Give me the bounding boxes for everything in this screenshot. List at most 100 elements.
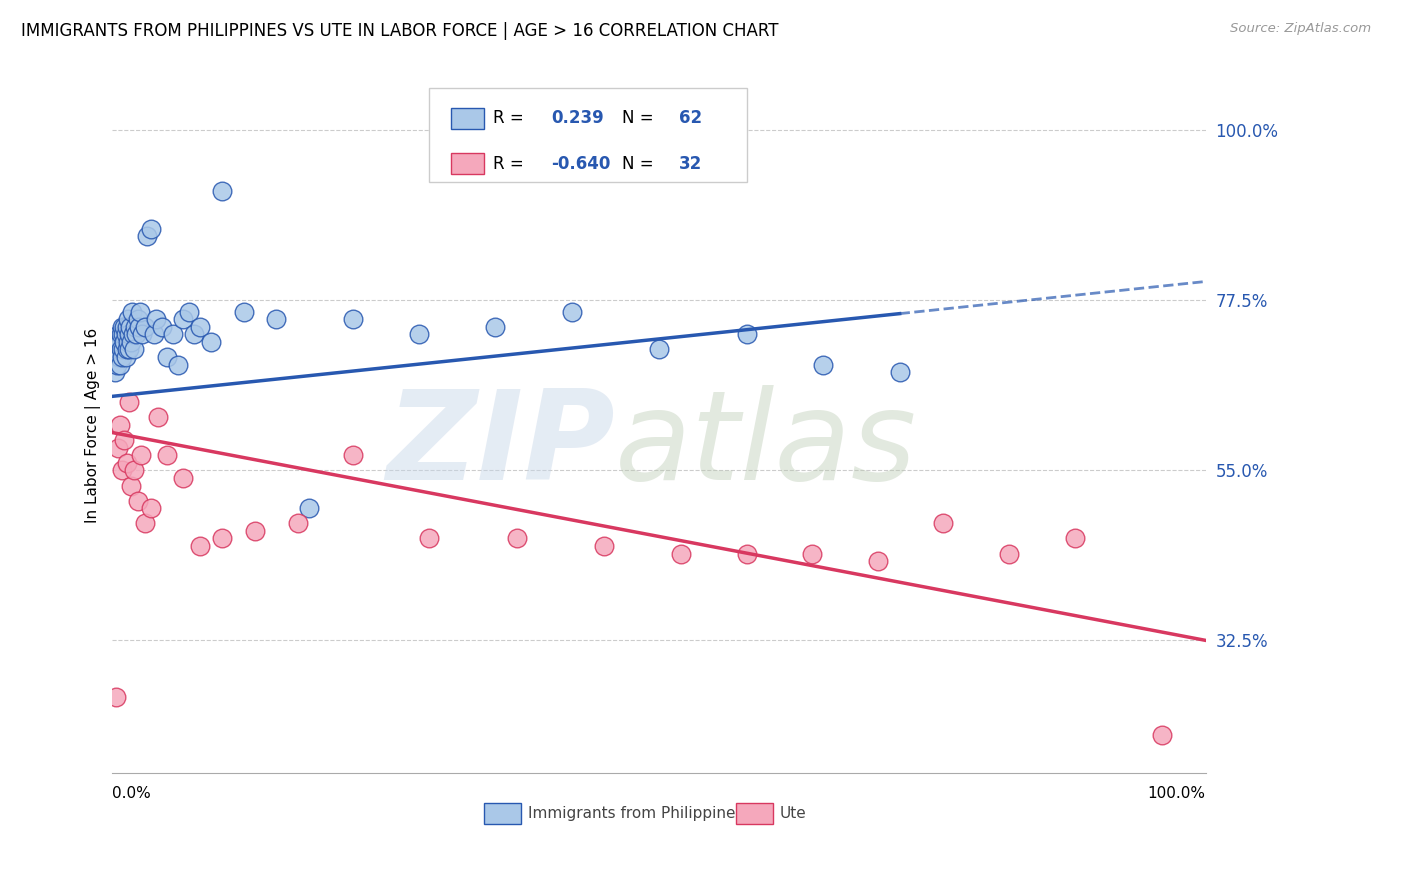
Point [172,471,194,485]
Point [669,547,692,561]
Point [111,319,134,334]
Point [134,516,156,531]
Point [110,343,132,357]
Point [104,690,127,704]
Point [131,327,153,342]
Point [811,358,834,372]
Point [188,319,211,334]
Point [124,343,146,357]
Point [125,327,148,342]
Point [114,319,136,334]
Point [115,343,138,357]
Point [801,547,824,561]
Point [104,365,127,379]
Point [889,365,911,379]
Point [183,327,205,342]
Point [117,334,139,349]
Text: N =: N = [621,154,659,173]
Y-axis label: In Labor Force | Age > 16: In Labor Force | Age > 16 [86,327,101,523]
Point [108,327,131,342]
Point [118,343,141,357]
Point [243,524,266,538]
FancyBboxPatch shape [429,88,747,182]
Text: 32: 32 [679,154,702,173]
Point [108,418,131,433]
Point [418,532,440,546]
Point [932,516,955,531]
Point [114,334,136,349]
Text: 100.0%: 100.0% [1147,786,1206,801]
Point [735,327,758,342]
Point [287,516,309,531]
Point [156,448,179,462]
Point [172,312,194,326]
Point [735,547,758,561]
Point [648,343,671,357]
Point [211,184,233,198]
Point [114,327,136,342]
Point [111,350,134,364]
Point [298,501,321,516]
Point [162,327,184,342]
Point [118,327,141,342]
Text: R =: R = [494,110,529,128]
FancyBboxPatch shape [451,108,484,128]
Text: 0.0%: 0.0% [112,786,152,801]
Point [114,433,136,447]
Point [143,327,166,342]
Point [232,304,254,318]
Point [188,539,211,553]
Point [122,327,145,342]
Text: N =: N = [621,110,659,128]
FancyBboxPatch shape [451,153,484,174]
Point [115,319,138,334]
Point [211,532,233,546]
Point [506,532,529,546]
Point [108,358,131,372]
Point [998,547,1021,561]
Point [107,441,129,455]
Point [112,327,135,342]
Point [866,554,889,568]
Point [484,319,506,334]
Point [108,334,131,349]
Point [593,539,616,553]
Text: Ute: Ute [779,806,806,822]
Text: 62: 62 [679,110,702,128]
Point [561,304,583,318]
Point [150,319,173,334]
Point [145,312,167,326]
Point [120,478,142,492]
Point [114,350,136,364]
Text: R =: R = [494,154,529,173]
Point [107,343,129,357]
Point [129,448,152,462]
Point [127,312,149,326]
FancyBboxPatch shape [735,803,773,824]
FancyBboxPatch shape [484,803,522,824]
Point [139,501,162,516]
Point [105,358,128,372]
Point [148,410,170,425]
Point [117,312,139,326]
Text: ZIP: ZIP [387,385,616,507]
Text: Immigrants from Philippines: Immigrants from Philippines [527,806,744,822]
Point [1152,728,1174,742]
Text: IMMIGRANTS FROM PHILIPPINES VS UTE IN LABOR FORCE | AGE > 16 CORRELATION CHART: IMMIGRANTS FROM PHILIPPINES VS UTE IN LA… [21,22,779,40]
Text: 0.239: 0.239 [551,110,603,128]
Point [167,358,190,372]
Point [177,304,200,318]
Text: -0.640: -0.640 [551,154,610,173]
Point [121,304,143,318]
Point [124,463,146,477]
Point [134,319,156,334]
Point [104,350,127,364]
Point [107,334,129,349]
Text: atlas: atlas [616,385,918,507]
Point [136,229,159,244]
Point [108,350,131,364]
Point [110,327,132,342]
Point [408,327,430,342]
Point [200,334,222,349]
Point [342,312,364,326]
